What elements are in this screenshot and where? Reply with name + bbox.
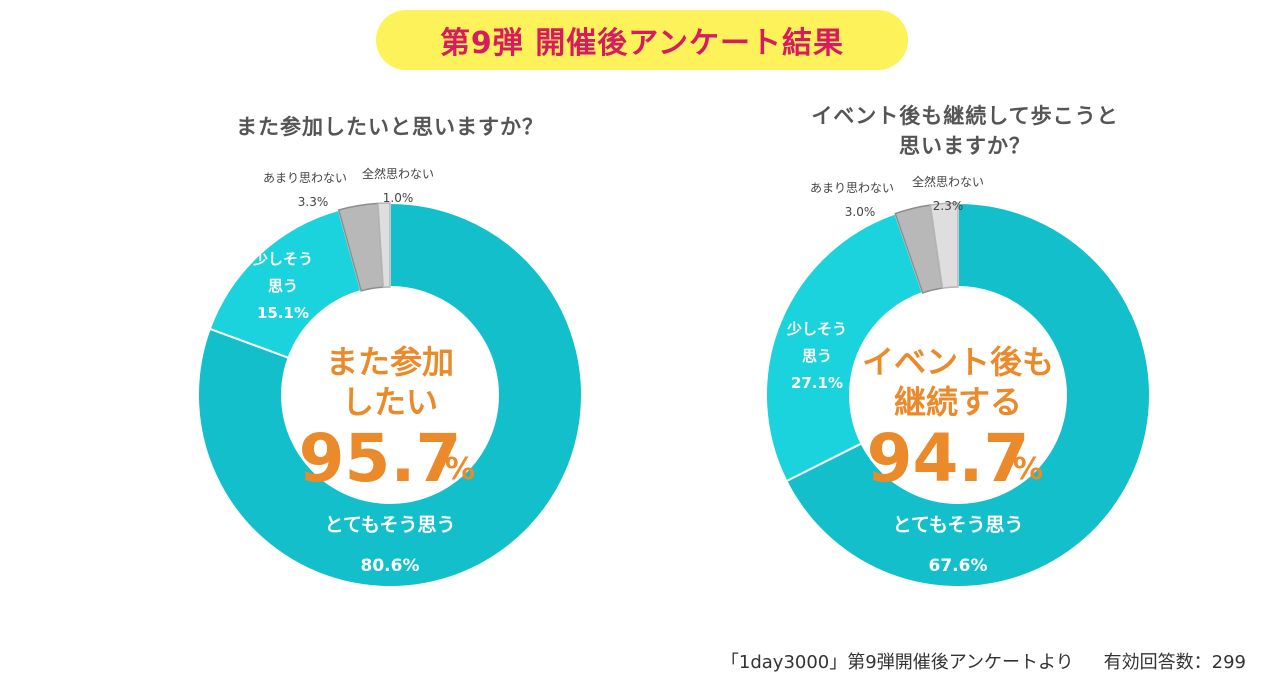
chart-2-value-3: 3.0%	[845, 205, 876, 219]
chart-1-label-2a: 少しそう	[252, 250, 313, 268]
chart-1-label-4: 全然思わない	[362, 166, 434, 181]
chart-1-label-1: とてもそう思う	[324, 514, 455, 536]
footer-responses: 有効回答数：299	[1103, 652, 1246, 673]
chart-1-value-4: 1.0%	[383, 191, 414, 205]
chart-1-label-2b: 思う	[268, 277, 298, 295]
chart-2-value-1: 67.6%	[929, 556, 988, 576]
chart-2-label-2b: 思う	[802, 347, 832, 365]
chart-1-center-line-1: また参加	[326, 343, 454, 381]
title-banner: 第9弾 開催後アンケート結果	[376, 10, 908, 70]
chart-2-label-2a: 少しそう	[786, 320, 847, 338]
chart-2-label-4: 全然思わない	[912, 174, 984, 189]
footer-source: 「1day3000」第9弾開催後アンケートより	[720, 652, 1074, 673]
chart-1-value-2: 15.1%	[257, 304, 309, 322]
chart-1-center-line-2: したい	[342, 383, 438, 421]
chart-2-value-4: 2.3%	[933, 199, 964, 213]
chart-2-center-line-1: イベント後も	[862, 343, 1054, 381]
chart-2-center-unit: %	[1013, 452, 1043, 487]
chart-2-label-3: あまり思わない	[810, 181, 894, 195]
chart-2-title: イベント後も継続して歩こうと 思いますか？	[750, 101, 1180, 161]
chart-2-title-line-2: 思いますか？	[899, 134, 1031, 158]
chart-1-title-line-1: また参加したいと思いますか？	[236, 115, 544, 139]
chart-1-center-value: 95.7	[299, 420, 462, 497]
chart-1-value-3: 3.3%	[298, 195, 329, 209]
chart-2-center-value: 94.7	[867, 420, 1030, 497]
chart-1-center-hole	[283, 288, 497, 502]
chart-2-slice-1	[785, 201, 1151, 588]
chart-1-label-3: あまり思わない	[263, 171, 347, 185]
chart-1-slice-1	[197, 201, 583, 588]
chart-1-value-1: 80.6%	[361, 556, 420, 576]
chart-2-title-line-1: イベント後も継続して歩こうと	[811, 104, 1119, 128]
chart-2-slice-4	[929, 202, 959, 289]
chart-1-center-unit: %	[445, 452, 475, 487]
chart-2-slice-2	[765, 212, 924, 483]
page-title: 第9弾 開催後アンケート結果	[439, 26, 845, 61]
chart-1-slice-4	[377, 202, 391, 289]
chart-2-value-2: 27.1%	[791, 374, 843, 392]
chart-2-label-1: とてもそう思う	[892, 514, 1023, 536]
footer: 「1day3000」第9弾開催後アンケートより 有効回答数：299	[721, 648, 1246, 674]
chart-1-title: また参加したいと思いますか？	[180, 112, 600, 142]
chart-2-center-line-2: 継続する	[894, 383, 1022, 421]
chart-2-center-hole	[851, 288, 1065, 502]
